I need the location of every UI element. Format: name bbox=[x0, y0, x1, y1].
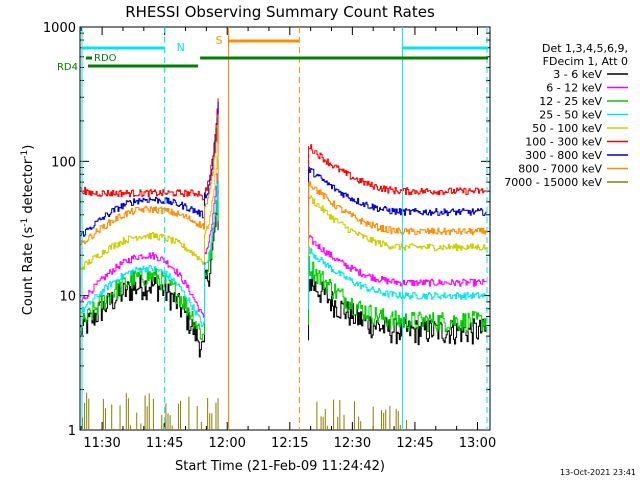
series-line-1 bbox=[80, 101, 219, 237]
flag-n-label: N bbox=[177, 41, 185, 54]
flag-rd4-label: RD4 bbox=[57, 62, 78, 73]
series-line-2 bbox=[308, 235, 487, 287]
legend-entry: 50 - 100 keV bbox=[532, 122, 602, 135]
y-axis-label-end: ) bbox=[21, 145, 36, 150]
render-timestamp: 13-Oct-2021 23:41 bbox=[560, 468, 636, 477]
x-tick-label: 11:30 bbox=[83, 436, 120, 451]
series-line-1 bbox=[80, 191, 219, 340]
legend-header: FDecim 1, Att 0 bbox=[543, 55, 628, 68]
series-line-1 bbox=[80, 117, 219, 245]
legend: Det 1,3,4,5,6,9,FDecim 1, Att 03 - 6 keV… bbox=[504, 42, 628, 189]
y-axis-label: Count Rate (s-1 detector-1) bbox=[20, 145, 36, 316]
y-axis-label-sup2: -1 bbox=[20, 150, 30, 159]
x-tick-label: 11:45 bbox=[146, 436, 183, 451]
legend-entry: 25 - 50 keV bbox=[539, 109, 602, 122]
plot-area: 11:30 11:45 12:00 12:15 12:30 12:45 13:00 1 10 10… bbox=[43, 21, 496, 451]
series-line-2 bbox=[308, 278, 487, 346]
series-line-2 bbox=[308, 256, 487, 333]
y-tick-label: 10 bbox=[59, 290, 76, 305]
legend-entry: 100 - 300 keV bbox=[525, 136, 602, 149]
series-line-1 bbox=[80, 100, 219, 201]
series-25-50-kev bbox=[80, 173, 487, 327]
legend-entry: 7000 - 15000 keV bbox=[504, 176, 602, 189]
x-tick-label: 12:00 bbox=[208, 436, 245, 451]
flag-s-label: S bbox=[216, 34, 223, 47]
x-tick-label: 12:15 bbox=[271, 436, 308, 451]
x-tick-label: 12:45 bbox=[396, 436, 433, 451]
chart-title: RHESSI Observing Summary Count Rates bbox=[125, 3, 435, 21]
legend-entry: 3 - 6 keV bbox=[553, 68, 602, 81]
y-tick-label: 100 bbox=[51, 155, 76, 170]
series-line-2 bbox=[308, 246, 487, 300]
y-axis-label-sup1: -1 bbox=[20, 218, 30, 227]
x-tick-label: 12:30 bbox=[334, 436, 371, 451]
flag-rdo-label: RDO bbox=[94, 53, 117, 64]
series-line-1 bbox=[80, 158, 219, 318]
series-800-7000-kev bbox=[80, 114, 487, 245]
y-tick-label: 1000 bbox=[43, 21, 76, 36]
y-axis-label-mid: detector bbox=[21, 158, 36, 218]
series-line-1 bbox=[80, 174, 219, 327]
x-axis-label: Start Time (21-Feb-09 11:24:42) bbox=[175, 459, 385, 474]
series-line-2 bbox=[308, 195, 487, 252]
series-line-1 bbox=[80, 185, 219, 358]
series-line-1 bbox=[80, 137, 219, 270]
series-line-2 bbox=[308, 144, 487, 196]
legend-entry: 300 - 800 keV bbox=[525, 149, 602, 162]
legend-entry: 6 - 12 keV bbox=[546, 82, 602, 95]
legend-entry: 12 - 25 keV bbox=[539, 95, 602, 108]
series-7000-15000-kev bbox=[82, 392, 408, 430]
legend-entry: 800 - 7000 keV bbox=[518, 163, 602, 176]
series-line-2 bbox=[308, 166, 487, 217]
legend-header: Det 1,3,4,5,6,9, bbox=[542, 42, 628, 55]
y-axis-label-main: Count Rate (s bbox=[21, 227, 36, 316]
x-tick-label: 13:00 bbox=[459, 436, 496, 451]
y-tick-label: 1 bbox=[68, 424, 76, 439]
plot-frame bbox=[79, 26, 491, 431]
series-line-2 bbox=[308, 181, 487, 236]
